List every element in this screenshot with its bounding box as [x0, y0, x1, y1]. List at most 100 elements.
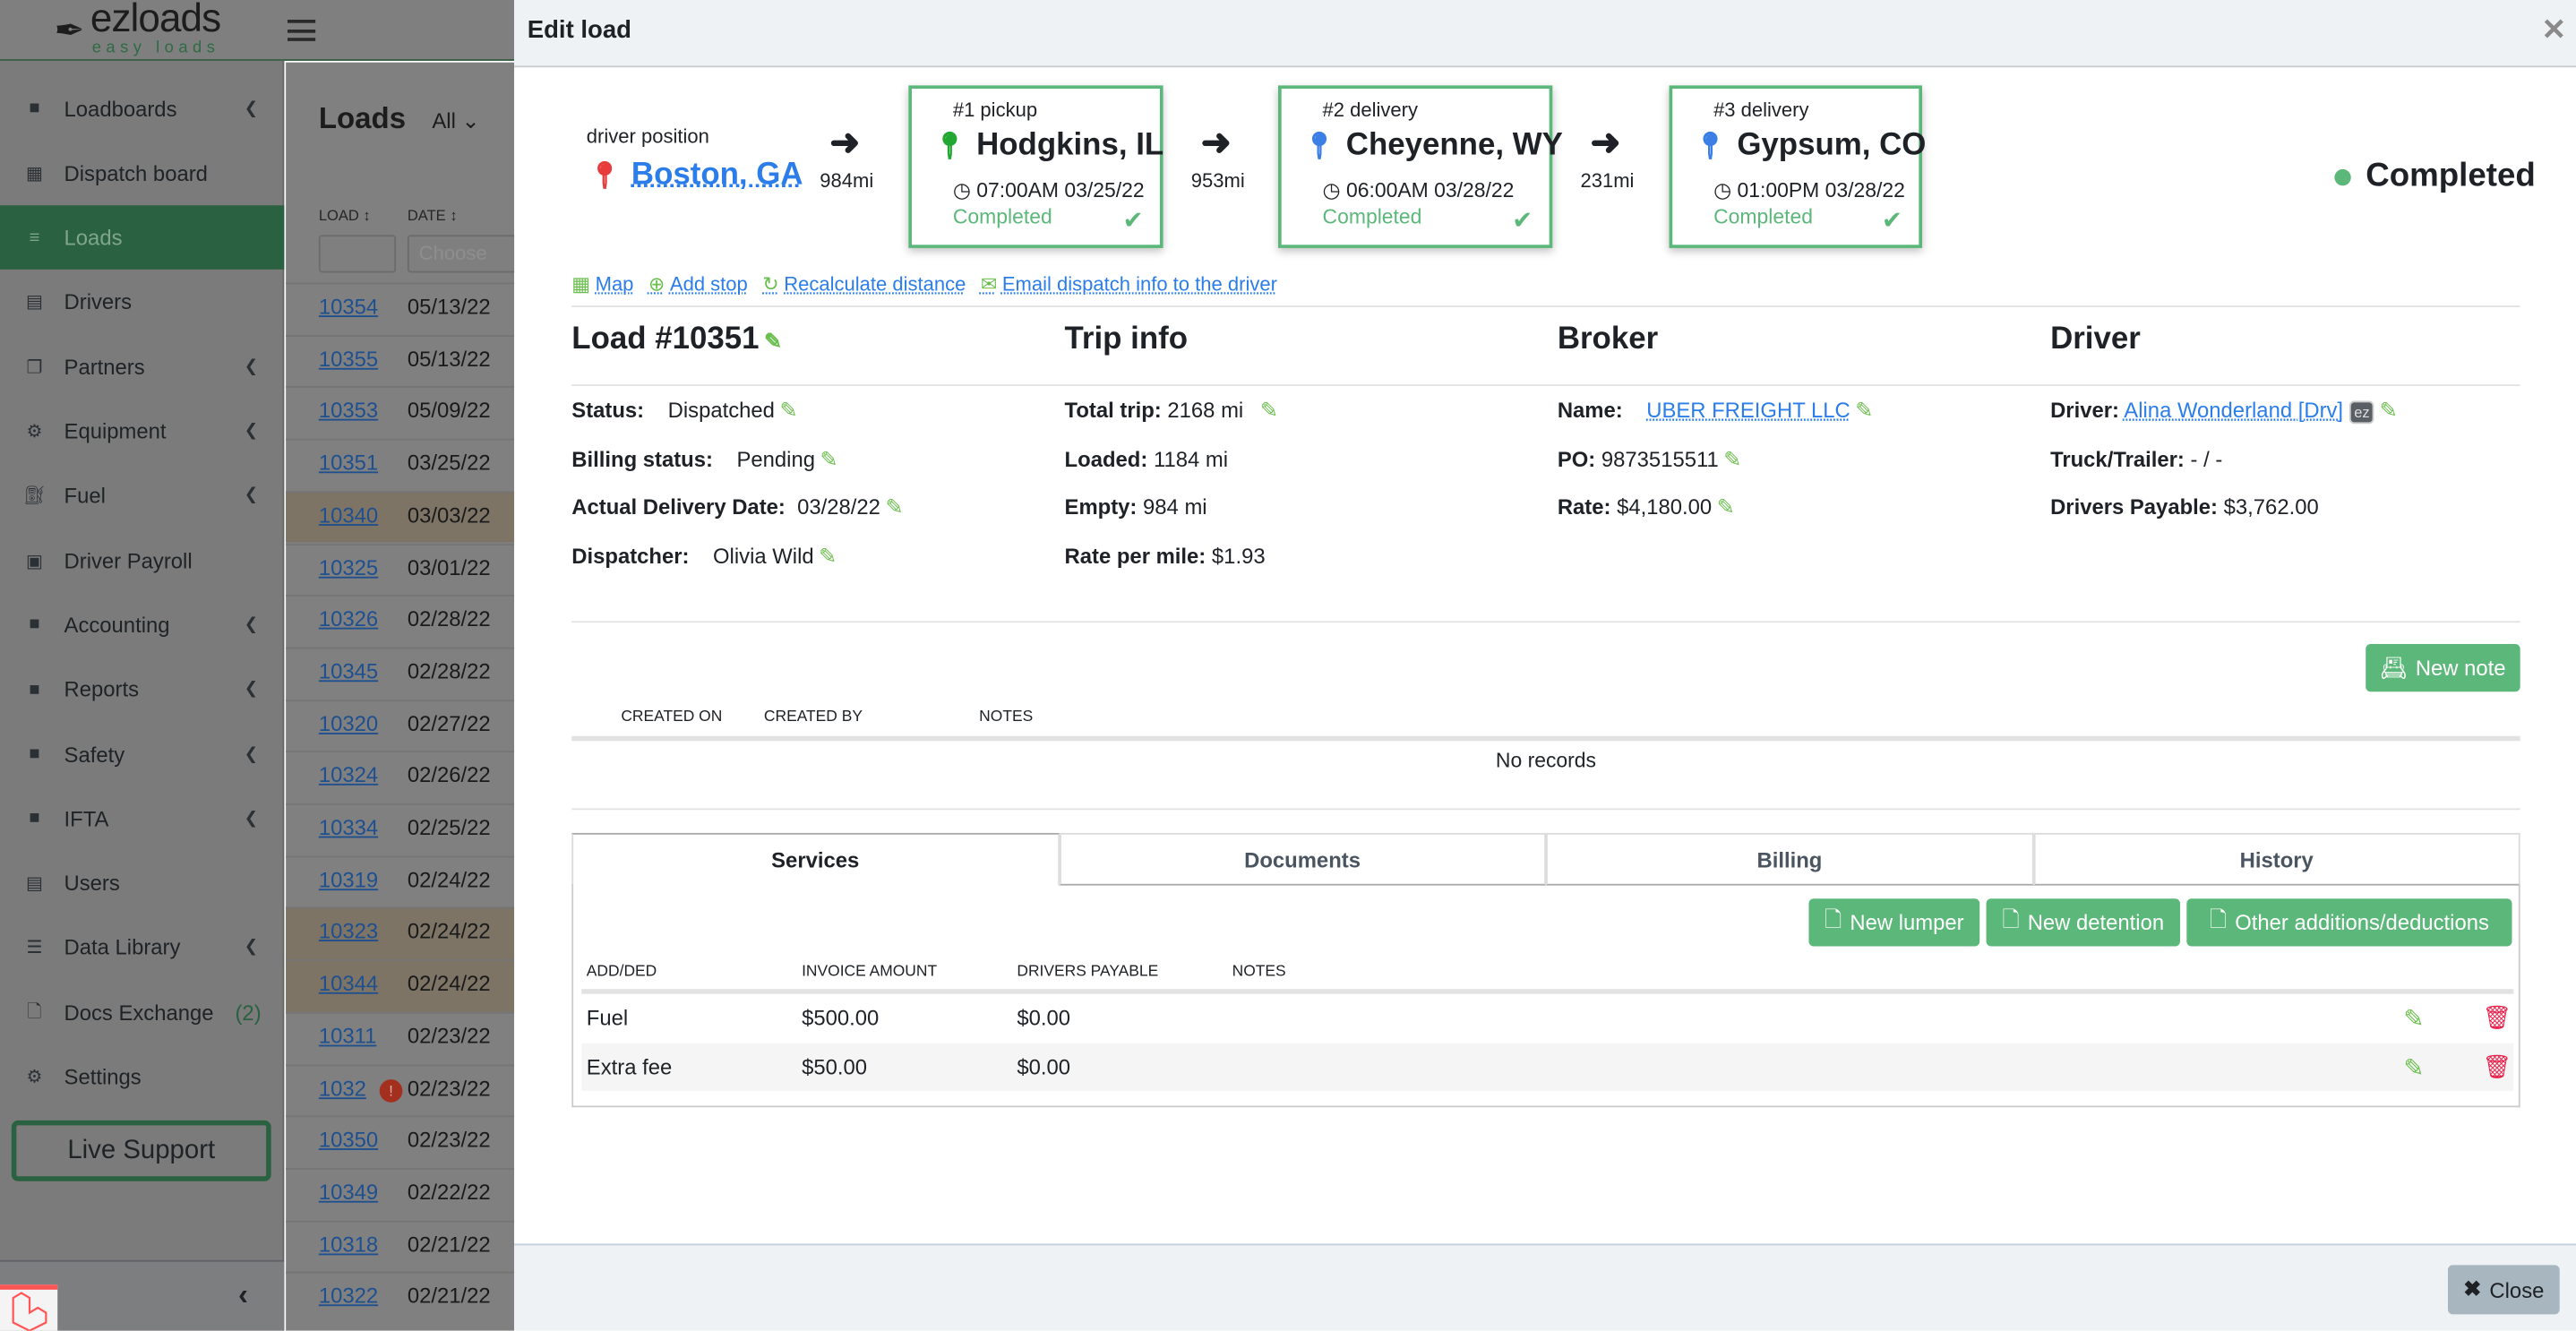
load-link[interactable]: 10345 — [318, 658, 379, 683]
edit-pencil-icon[interactable]: ✎ — [1260, 397, 1279, 423]
clock-icon: ◷ — [952, 178, 971, 202]
drivers-payable-value: $3,762.00 — [2223, 494, 2319, 520]
edit-pencil-icon[interactable]: ✎ — [1855, 397, 1874, 423]
loads-filter-dropdown[interactable]: All ⌄ — [432, 108, 479, 134]
trash-icon[interactable]: 🗑︎ — [2482, 1003, 2512, 1031]
driver-name-link[interactable]: Alina Wonderland [Drv] — [2124, 397, 2344, 423]
sidebar-item-drivers[interactable]: ▤ Drivers — [0, 270, 284, 335]
logo[interactable]: ezloads — [90, 0, 221, 41]
add-stop-link[interactable]: ⊕ Add stop — [648, 272, 748, 296]
stop-time-value: 07:00AM 03/25/22 — [976, 178, 1145, 202]
sidebar-item-loadboards[interactable]: ■ Loadboards ❮ — [0, 76, 284, 141]
sidebar-item-partners[interactable]: ❐ Partners ❮ — [0, 335, 284, 399]
other-additions-button[interactable]: 🗋︎ Other additions/deductions — [2186, 898, 2512, 947]
sidebar-item-ifta[interactable]: ■ IFTA ❮ — [0, 786, 284, 851]
id-card-icon: ▤ — [25, 873, 44, 894]
chevron-left-icon: ❮ — [244, 422, 258, 441]
loaded-label: Loaded: — [1064, 446, 1148, 471]
load-link[interactable]: 10319 — [318, 866, 379, 892]
delivery-date-label: Actual Delivery Date: — [571, 494, 786, 520]
edit-load-modal: Edit load ✕ driver position 📍︎ Boston, GA… — [514, 0, 2576, 1331]
close-icon[interactable]: ✕ — [2541, 13, 2567, 47]
edit-pencil-icon[interactable]: ✎ — [2379, 397, 2398, 423]
stop-card[interactable]: #1 pickup 📍︎ Hodgkins, IL ◷ 07:00AM 03/25… — [908, 85, 1163, 248]
tab-services[interactable]: Services — [571, 832, 1060, 886]
email-dispatch-link[interactable]: ✉ Email dispatch info to the driver — [981, 272, 1277, 296]
load-date: 02/24/22 — [407, 866, 491, 892]
leg-distance: 984mi — [820, 168, 874, 193]
load-link[interactable]: 10324 — [318, 762, 379, 788]
new-lumper-button[interactable]: 🗋︎ New lumper — [1808, 898, 1980, 947]
edit-pencil-icon[interactable]: ✎ — [779, 397, 798, 423]
edit-pencil-icon[interactable]: ✎ — [2403, 1005, 2425, 1034]
chevron-left-icon: ❮ — [244, 744, 258, 763]
sidebar-item-settings[interactable]: ⚙ Settings — [0, 1045, 284, 1110]
date-filter-input[interactable]: Choose — [407, 235, 523, 273]
sidebar-item-label: Fuel — [64, 483, 106, 509]
load-link[interactable]: 10323 — [318, 919, 379, 944]
recalculate-distance-link[interactable]: ↻ Recalculate distance — [762, 272, 966, 296]
sidebar-item-reports[interactable]: ■ Reports ❮ — [0, 657, 284, 722]
tab-documents[interactable]: Documents — [1059, 832, 1546, 886]
load-link[interactable]: 10318 — [318, 1231, 379, 1257]
load-link[interactable]: 1032 — [318, 1075, 366, 1100]
rate-label: Rate: — [1557, 494, 1611, 520]
laravel-debug-icon[interactable] — [0, 1284, 58, 1331]
sidebar-item-safety[interactable]: ■ Safety ❮ — [0, 722, 284, 786]
broker-name-link[interactable]: UBER FREIGHT LLC — [1646, 397, 1850, 423]
tab-history[interactable]: History — [2032, 832, 2520, 886]
sidebar-item-equipment[interactable]: ⚙ Equipment ❮ — [0, 399, 284, 464]
edit-pencil-icon[interactable]: ✎ — [764, 328, 783, 354]
load-link[interactable]: 10350 — [318, 1127, 379, 1153]
edit-pencil-icon[interactable]: ✎ — [885, 494, 904, 520]
load-link[interactable]: 10334 — [318, 814, 379, 840]
edit-pencil-icon[interactable]: ✎ — [819, 543, 837, 569]
load-date: 02/21/22 — [407, 1231, 491, 1257]
load-link[interactable]: 10353 — [318, 398, 379, 424]
edit-pencil-icon[interactable]: ✎ — [2403, 1053, 2425, 1082]
edit-pencil-icon[interactable]: ✎ — [820, 446, 838, 471]
hamburger-menu-icon[interactable] — [287, 20, 316, 41]
plus-circle-icon: ⊕ — [648, 272, 665, 296]
envelope-icon: ✉ — [980, 272, 998, 296]
load-link[interactable]: 10311 — [318, 1023, 377, 1048]
load-link[interactable]: 10340 — [318, 502, 379, 528]
load-link[interactable]: 10320 — [318, 710, 379, 735]
edit-pencil-icon[interactable]: ✎ — [1716, 494, 1735, 520]
stop-card[interactable]: #3 delivery 📍︎ Gypsum, CO ◷ 01:00PM 03/28… — [1669, 85, 1926, 248]
new-note-button[interactable]: 📇︎ New note — [2366, 644, 2520, 692]
sidebar-item-fuel[interactable]: ⛽︎ Fuel ❮ — [0, 464, 284, 528]
sidebar-item-data-library[interactable]: ☰ Data Library ❮ — [0, 915, 284, 980]
new-detention-button[interactable]: 🗋︎ New detention — [1986, 898, 2180, 947]
live-support-button[interactable]: Live Support — [11, 1120, 271, 1181]
map-link[interactable]: ▦ Map — [571, 272, 633, 296]
load-link[interactable]: 10354 — [318, 294, 379, 319]
tab-billing[interactable]: Billing — [1545, 832, 2033, 886]
sidebar-item-driver-payroll[interactable]: ▣ Driver Payroll — [0, 528, 284, 593]
load-link[interactable]: 10351 — [318, 450, 379, 476]
collapse-sidebar-icon[interactable]: ‹ — [237, 1278, 248, 1311]
stop-card[interactable]: #2 delivery 📍︎ Cheyenne, WY ◷ 06:00AM 03/… — [1278, 85, 1563, 248]
sidebar-item-loads[interactable]: ≡ Loads — [0, 205, 285, 270]
load-link[interactable]: 10344 — [318, 971, 379, 996]
load-link[interactable]: 10325 — [318, 554, 379, 580]
edit-pencil-icon[interactable]: ✎ — [1723, 446, 1742, 471]
load-link[interactable]: 10355 — [318, 346, 379, 371]
driver-position-link[interactable]: 📍︎ Boston, GA — [588, 158, 803, 193]
load-link[interactable]: 10349 — [318, 1179, 379, 1205]
sidebar-item-users[interactable]: ▤ Users — [0, 851, 284, 915]
load-link[interactable]: 10322 — [318, 1284, 379, 1309]
gas-pump-icon: ⛽︎ — [22, 486, 47, 507]
col-date-header[interactable]: DATE ↕ — [408, 207, 458, 223]
sidebar-item-dispatch-board[interactable]: ▦ Dispatch board — [0, 141, 284, 205]
arrow-right-icon: ➜ — [1590, 121, 1621, 163]
stop-city: 📍︎ Hodgkins, IL — [933, 128, 1163, 164]
sidebar-item-docs-exchange[interactable]: 🗋︎ Docs Exchange (2) — [0, 980, 284, 1044]
close-button[interactable]: ✖ Close — [2447, 1265, 2560, 1315]
load-link[interactable]: 10326 — [318, 606, 379, 631]
load-filter-input[interactable] — [318, 235, 397, 273]
sidebar-item-accounting[interactable]: ■ Accounting ❮ — [0, 593, 284, 657]
add-stop-label: Add stop — [669, 272, 748, 296]
trash-icon[interactable]: 🗑︎ — [2482, 1052, 2512, 1079]
col-load-header[interactable]: LOAD ↕ — [319, 207, 371, 223]
